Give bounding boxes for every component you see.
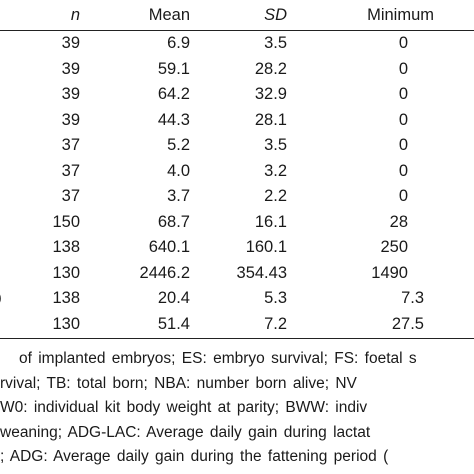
- table-row: 39 59.1 28.2 0: [0, 60, 474, 86]
- cell-minimum: 7.3: [401, 289, 424, 307]
- cell-n: 37: [61, 161, 80, 180]
- table-header-row: n Mean SD Minimum: [0, 0, 474, 30]
- table-row: 39 44.3 28.1 0: [0, 111, 474, 137]
- cell-minimum: 0: [398, 59, 408, 78]
- cell-n: 138: [52, 289, 80, 307]
- cell-sd: 7.2: [264, 314, 287, 333]
- table-bottom-rule: [0, 338, 474, 340]
- cell-sd: 3.5: [264, 34, 287, 52]
- cell-sd: 28.2: [254, 59, 287, 78]
- cell-minimum: 0: [398, 187, 408, 205]
- cell-mean: 5.2: [167, 136, 190, 154]
- cell-sd: 28.1: [254, 110, 287, 129]
- cell-mean: 68.7: [157, 212, 190, 231]
- cell-mean: 640.1: [148, 238, 190, 256]
- table-row: 39 64.2 32.9 0: [0, 85, 474, 111]
- table-row: 37 4.0 3.2 0: [0, 162, 474, 188]
- cell-mean: 3.7: [167, 187, 190, 205]
- footnote-line: ; ADG: Average daily gain during the fat…: [0, 448, 389, 465]
- statistics-table: n Mean SD Minimum 39 6.9 3.5 0 39 59.1 28.2 0 39…: [0, 0, 474, 340]
- cell-minimum: 250: [380, 238, 408, 256]
- footnote-line: of implanted embryos; ES: embryo surviva…: [19, 350, 417, 367]
- cell-mean: 20.4: [157, 289, 190, 307]
- cell-n: 39: [61, 110, 80, 129]
- cell-sd: 160.1: [245, 238, 287, 256]
- table-row: 37 3.7 2.2 0: [0, 187, 474, 213]
- cell-sd: 3.2: [264, 161, 287, 180]
- cell-minimum: 0: [398, 34, 408, 52]
- cell-mean: 44.3: [157, 110, 190, 129]
- cell-sd: 3.5: [264, 136, 287, 154]
- cell-sd: 354.43: [236, 263, 287, 282]
- header-sd: SD: [264, 6, 287, 24]
- cell-minimum: 0: [398, 85, 408, 103]
- cell-sd: 32.9: [254, 85, 287, 103]
- cell-n: 130: [52, 314, 80, 333]
- cell-minimum: 27.5: [391, 314, 424, 333]
- cell-n: 130: [52, 263, 80, 282]
- cell-sd: 16.1: [254, 212, 287, 231]
- cell-n: 39: [61, 34, 80, 52]
- cell-mean: 2446.2: [139, 263, 190, 282]
- cell-n: 39: [61, 85, 80, 103]
- cell-minimum: 0: [398, 110, 408, 129]
- cell-mean: 4.0: [167, 161, 190, 180]
- cell-sd: 5.3: [264, 289, 287, 307]
- cell-minimum: 0: [398, 161, 408, 180]
- cell-n: 150: [52, 212, 80, 231]
- cell-minimum: 0: [398, 136, 408, 154]
- row-label: ): [0, 289, 2, 305]
- cell-mean: 64.2: [157, 85, 190, 103]
- cell-sd: 2.2: [264, 187, 287, 205]
- table-row: 150 68.7 16.1 28: [0, 213, 474, 239]
- cell-minimum: 1490: [371, 263, 408, 282]
- table-row: 130 2446.2 354.43 1490: [0, 264, 474, 290]
- table-top-rule: [0, 30, 474, 32]
- table-row: 138 640.1 160.1 250: [0, 238, 474, 264]
- table-row: 130 51.4 7.2 27.5: [0, 315, 474, 341]
- table-row: 37 5.2 3.5 0: [0, 136, 474, 162]
- cell-mean: 6.9: [167, 34, 190, 52]
- table-row: 39 6.9 3.5 0: [0, 34, 474, 60]
- footnote-line: weaning; ADG-LAC: Average daily gain dur…: [0, 423, 371, 441]
- cell-n: 37: [61, 136, 80, 154]
- header-n: n: [70, 6, 80, 24]
- cell-mean: 51.4: [157, 314, 190, 333]
- footnote-line: W0: individual kit body weight at parity…: [0, 399, 368, 416]
- cell-n: 138: [52, 238, 80, 256]
- header-minimum: Minimum: [367, 6, 434, 24]
- cell-n: 39: [61, 59, 80, 78]
- cell-n: 37: [61, 187, 80, 205]
- cell-minimum: 28: [389, 212, 408, 231]
- header-mean: Mean: [148, 6, 190, 24]
- cell-mean: 59.1: [157, 59, 190, 78]
- table-row: ) 138 20.4 5.3 7.3: [0, 289, 474, 315]
- footnote-line: rvival; TB: total born; NBA: number born…: [0, 374, 357, 392]
